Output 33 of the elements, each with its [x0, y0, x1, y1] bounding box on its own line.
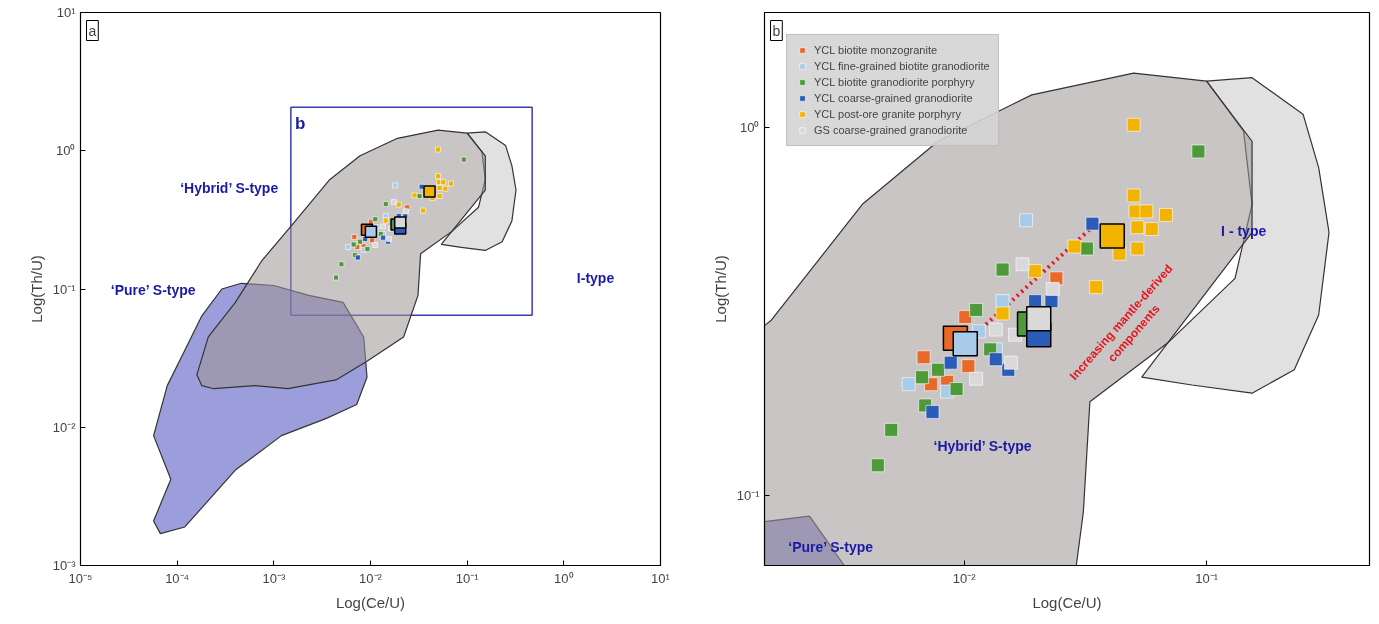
legend-label: GS coarse-grained granodiorite [814, 124, 968, 136]
x-axis-title: Log(Ce/U) [1032, 593, 1102, 611]
y-axis-title: Log(Th/U) [27, 255, 45, 323]
x-tick-label: 10⁻⁵ [68, 570, 93, 586]
x-tick-label: 10⁻¹ [1195, 570, 1219, 586]
y-tick-label: 10⁻¹ [52, 281, 77, 297]
x-axis-title: Log(Ce/U) [335, 593, 406, 611]
annotation: ‘Pure’ S-type [110, 282, 196, 299]
annotation: b [295, 113, 306, 133]
legend-label: YCL post-ore granite porphyry [814, 108, 961, 120]
x-tick-label: 10⁻² [952, 570, 977, 586]
annotation: I-type [576, 269, 615, 286]
x-tick-label: 10⁻⁴ [165, 570, 190, 586]
annotation: ‘Pure’ S-type [788, 538, 874, 555]
annotation: b [772, 22, 781, 39]
x-tick-label: 10⁻¹ [455, 570, 480, 586]
legend-label: YCL coarse-grained granodiorite [814, 92, 973, 104]
annotation: ‘Hybrid’ S-type [933, 438, 1032, 455]
y-tick-label: 10⁰ [56, 143, 76, 159]
x-tick-label: 10¹ [651, 570, 671, 586]
annotation: ‘Hybrid’ S-type [180, 179, 279, 196]
legend-label: YCL fine-grained biotite granodiorite [814, 60, 990, 72]
x-tick-label: 10⁰ [554, 570, 574, 586]
y-tick-label: 10¹ [56, 5, 77, 20]
y-tick-label: 10⁻³ [52, 558, 77, 573]
legend-label: YCL biotite granodiorite porphyry [814, 76, 975, 88]
x-tick-label: 10⁻³ [262, 570, 286, 586]
annotation: I - type [1221, 223, 1267, 240]
x-tick-label: 10⁻² [359, 570, 383, 586]
y-axis-title: Log(Th/U) [711, 255, 729, 323]
y-tick-label: 10⁻² [52, 419, 77, 435]
annotation: a [88, 22, 97, 39]
legend-label: YCL biotite monzogranite [814, 44, 938, 56]
